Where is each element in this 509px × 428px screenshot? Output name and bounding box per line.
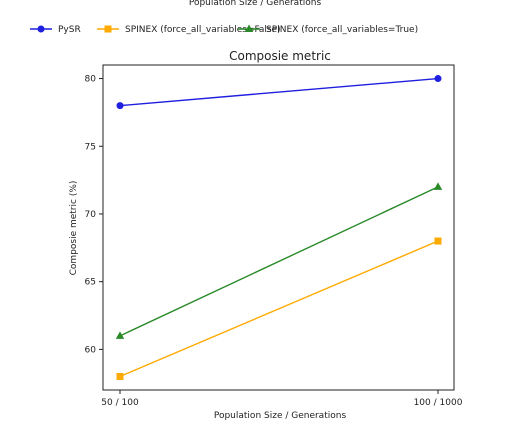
legend-entry-3: SPINEX (force_all_variables=True) (238, 24, 418, 35)
series-3 (115, 182, 443, 339)
data-point (433, 182, 443, 190)
data-point (434, 237, 442, 245)
legend-marker (104, 25, 112, 33)
y-tick-label: 80 (85, 75, 97, 85)
data-point (116, 372, 124, 380)
x-axis: 50 / 100 100 / 1000 (101, 390, 463, 408)
x-tick-label: 50 / 100 (101, 398, 139, 408)
y-tick-label: 60 (85, 345, 97, 355)
y-tick-label: 75 (85, 142, 96, 152)
data-point (434, 75, 442, 83)
legend: PySR SPINEX (force_all_variables=False)SP… (30, 24, 418, 35)
series-2 (116, 237, 442, 380)
data-point (116, 102, 124, 110)
legend-label: SPINEX (force_all_variables=False) (125, 25, 281, 35)
x-tick-label: 100 / 1000 (414, 398, 463, 408)
data-point (115, 331, 125, 339)
legend-label: SPINEX (force_all_variables=True) (266, 25, 418, 35)
chart-title: Composie metric (229, 49, 331, 63)
legend-entry-1: PySR (30, 25, 81, 35)
series-line (119, 240, 439, 378)
legend-marker (37, 25, 45, 33)
y-tick-label: 65 (85, 278, 96, 288)
series-layer (115, 75, 443, 380)
series-line (119, 186, 439, 337)
y-axis-label: Composie metric (%) (69, 181, 79, 276)
legend-marker (244, 24, 254, 32)
y-tick-label: 70 (85, 210, 97, 220)
plot-area (102, 64, 455, 391)
x-axis-label: Population Size / Generations (214, 411, 347, 421)
legend-label: PySR (58, 25, 81, 35)
top-caption: Population Size / Generations (189, 0, 322, 8)
legend-entry-2: SPINEX (force_all_variables=False) (97, 25, 281, 35)
series-line (119, 77, 439, 107)
series-1 (116, 75, 442, 110)
y-axis: 60 65 70 75 80 (85, 75, 103, 355)
